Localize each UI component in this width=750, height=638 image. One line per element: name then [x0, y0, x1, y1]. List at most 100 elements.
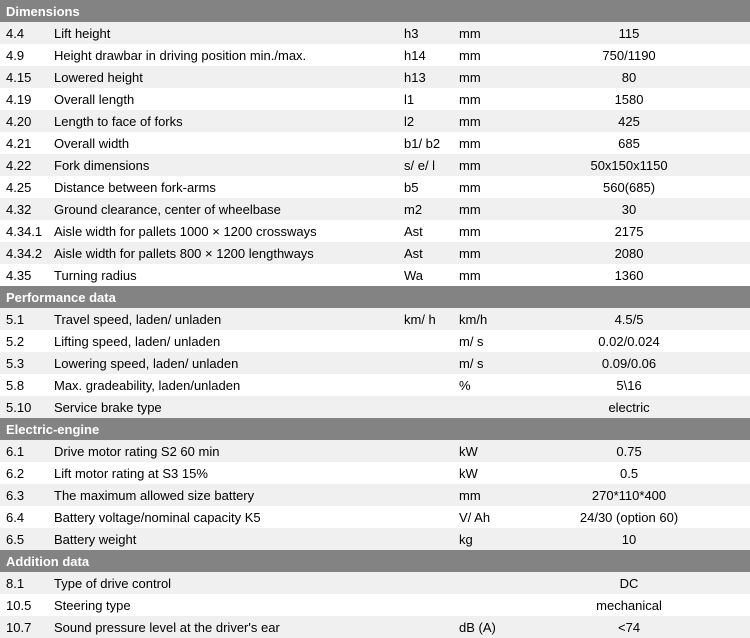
- spec-symbol: Ast: [398, 220, 453, 242]
- spec-value: 560(685): [508, 176, 750, 198]
- spec-unit: mm: [453, 484, 508, 506]
- spec-symbol: l1: [398, 88, 453, 110]
- spec-symbol: [398, 506, 453, 528]
- spec-value: 10: [508, 528, 750, 550]
- spec-desc: Aisle width for pallets 800 × 1200 lengt…: [48, 242, 398, 264]
- spec-code: 4.20: [0, 110, 48, 132]
- spec-unit: mm: [453, 220, 508, 242]
- table-row: 4.9Height drawbar in driving position mi…: [0, 44, 750, 66]
- spec-desc: Overall width: [48, 132, 398, 154]
- spec-symbol: [398, 594, 453, 616]
- spec-unit: km/h: [453, 308, 508, 330]
- spec-symbol: [398, 616, 453, 638]
- spec-desc: Distance between fork-arms: [48, 176, 398, 198]
- spec-desc: Battery weight: [48, 528, 398, 550]
- spec-code: 4.19: [0, 88, 48, 110]
- table-row: 4.34.2Aisle width for pallets 800 × 1200…: [0, 242, 750, 264]
- spec-code: 6.3: [0, 484, 48, 506]
- spec-code: 6.4: [0, 506, 48, 528]
- table-row: 5.2Lifting speed, laden/ unladenm/ s0.02…: [0, 330, 750, 352]
- spec-symbol: Wa: [398, 264, 453, 286]
- spec-code: 4.25: [0, 176, 48, 198]
- spec-value: electric: [508, 396, 750, 418]
- spec-desc: Height drawbar in driving position min./…: [48, 44, 398, 66]
- table-row: 5.1Travel speed, laden/ unladenkm/ hkm/h…: [0, 308, 750, 330]
- table-row: 4.20Length to face of forksl2mm425: [0, 110, 750, 132]
- spec-code: 4.32: [0, 198, 48, 220]
- table-row: 5.10Service brake typeelectric: [0, 396, 750, 418]
- spec-symbol: [398, 572, 453, 594]
- spec-unit: dB (A): [453, 616, 508, 638]
- table-row: 8.1Type of drive controlDC: [0, 572, 750, 594]
- spec-value: DC: [508, 572, 750, 594]
- spec-desc: Steering type: [48, 594, 398, 616]
- spec-symbol: l2: [398, 110, 453, 132]
- spec-unit: mm: [453, 22, 508, 44]
- spec-value: 2080: [508, 242, 750, 264]
- spec-desc: Lifting speed, laden/ unladen: [48, 330, 398, 352]
- spec-value: 2175: [508, 220, 750, 242]
- spec-symbol: h14: [398, 44, 453, 66]
- section-title: Performance data: [0, 286, 750, 308]
- spec-symbol: [398, 374, 453, 396]
- spec-symbol: [398, 484, 453, 506]
- spec-code: 6.1: [0, 440, 48, 462]
- spec-symbol: h13: [398, 66, 453, 88]
- spec-value: 1580: [508, 88, 750, 110]
- spec-unit: [453, 572, 508, 594]
- spec-symbol: b5: [398, 176, 453, 198]
- table-row: 6.3The maximum allowed size batterymm270…: [0, 484, 750, 506]
- spec-code: 5.10: [0, 396, 48, 418]
- spec-code: 4.22: [0, 154, 48, 176]
- section-title: Electric-engine: [0, 418, 750, 440]
- spec-unit: [453, 396, 508, 418]
- spec-symbol: km/ h: [398, 308, 453, 330]
- spec-unit: mm: [453, 242, 508, 264]
- spec-unit: kW: [453, 440, 508, 462]
- spec-desc: Aisle width for pallets 1000 × 1200 cros…: [48, 220, 398, 242]
- spec-code: 4.9: [0, 44, 48, 66]
- spec-symbol: [398, 440, 453, 462]
- table-row: 4.21Overall widthb1/ b2mm685: [0, 132, 750, 154]
- spec-value: 24/30 (option 60): [508, 506, 750, 528]
- spec-desc: Sound pressure level at the driver's ear: [48, 616, 398, 638]
- spec-symbol: s/ e/ l: [398, 154, 453, 176]
- spec-symbol: h3: [398, 22, 453, 44]
- table-row: 6.4Battery voltage/nominal capacity K5V/…: [0, 506, 750, 528]
- spec-code: 6.5: [0, 528, 48, 550]
- spec-value: 80: [508, 66, 750, 88]
- spec-symbol: Ast: [398, 242, 453, 264]
- spec-code: 4.15: [0, 66, 48, 88]
- spec-code: 10.5: [0, 594, 48, 616]
- spec-code: 4.35: [0, 264, 48, 286]
- spec-desc: Lift height: [48, 22, 398, 44]
- spec-desc: Turning radius: [48, 264, 398, 286]
- table-row: 10.5Steering typemechanical: [0, 594, 750, 616]
- spec-code: 4.4: [0, 22, 48, 44]
- table-row: 5.3Lowering speed, laden/ unladenm/ s0.0…: [0, 352, 750, 374]
- spec-code: 4.34.2: [0, 242, 48, 264]
- spec-symbol: [398, 528, 453, 550]
- table-row: 4.34.1Aisle width for pallets 1000 × 120…: [0, 220, 750, 242]
- spec-value: 0.09/0.06: [508, 352, 750, 374]
- spec-value: 30: [508, 198, 750, 220]
- spec-symbol: [398, 462, 453, 484]
- spec-desc: The maximum allowed size battery: [48, 484, 398, 506]
- spec-value: 50x150x1150: [508, 154, 750, 176]
- table-row: 5.8Max. gradeability, laden/unladen%5\16: [0, 374, 750, 396]
- spec-desc: Drive motor rating S2 60 min: [48, 440, 398, 462]
- spec-code: 5.8: [0, 374, 48, 396]
- spec-code: 8.1: [0, 572, 48, 594]
- section-title: Dimensions: [0, 0, 750, 22]
- spec-desc: Ground clearance, center of wheelbase: [48, 198, 398, 220]
- spec-code: 6.2: [0, 462, 48, 484]
- spec-unit: mm: [453, 66, 508, 88]
- spec-code: 10.7: [0, 616, 48, 638]
- spec-value: 4.5/5: [508, 308, 750, 330]
- spec-value: 0.5: [508, 462, 750, 484]
- spec-unit: kg: [453, 528, 508, 550]
- spec-value: 0.75: [508, 440, 750, 462]
- table-row: 4.19Overall lengthl1mm1580: [0, 88, 750, 110]
- spec-desc: Overall length: [48, 88, 398, 110]
- spec-desc: Battery voltage/nominal capacity K5: [48, 506, 398, 528]
